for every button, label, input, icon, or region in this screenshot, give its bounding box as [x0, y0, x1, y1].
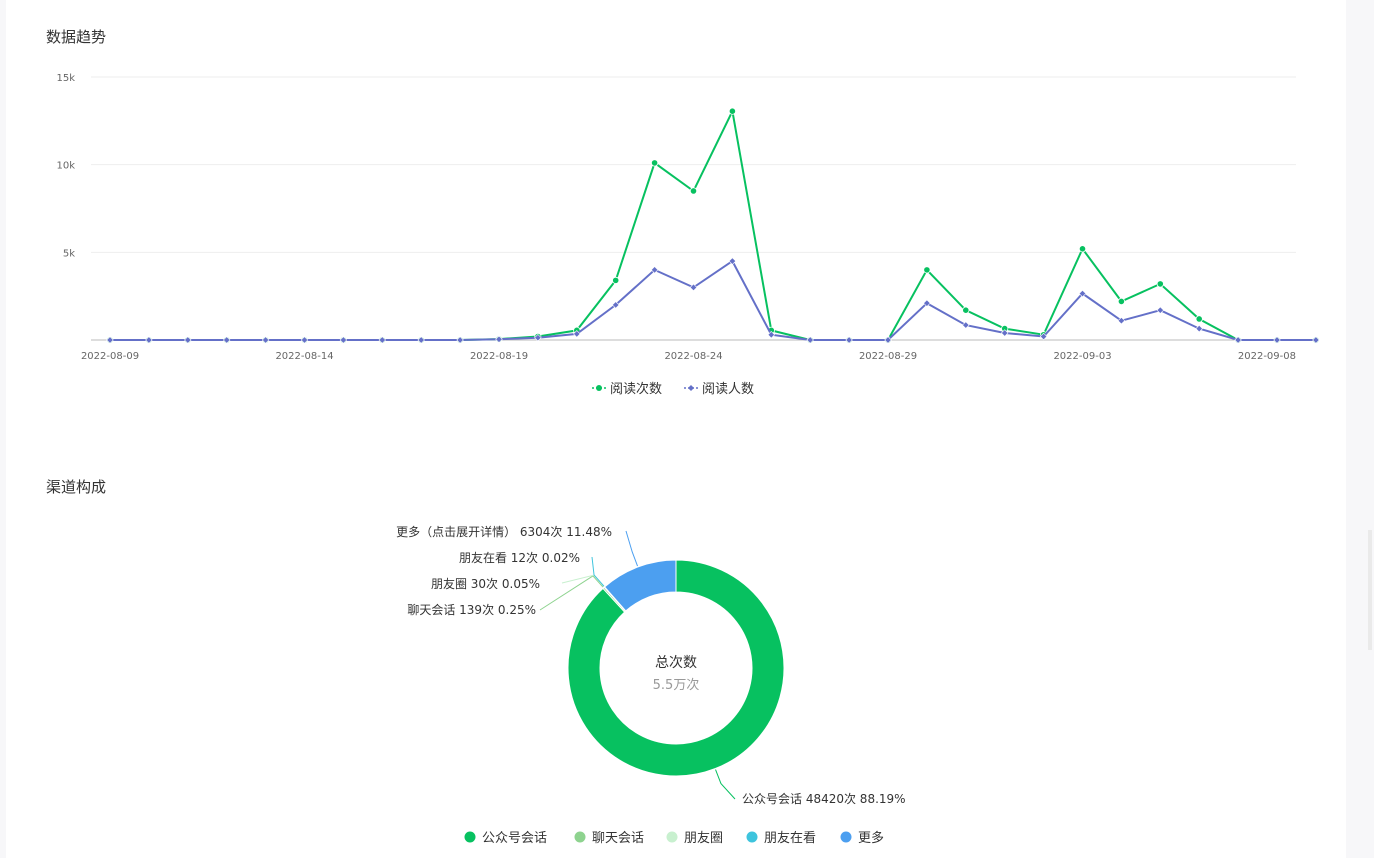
x-tick-label: 2022-08-14	[275, 351, 333, 362]
legend-marker	[464, 831, 476, 843]
x-tick-label: 2022-08-09	[81, 351, 139, 362]
x-tick-label: 2022-08-29	[859, 351, 917, 362]
slice-label: 公众号会话 48420次 88.19%	[742, 792, 906, 806]
data-point	[573, 330, 581, 338]
data-point	[611, 301, 620, 309]
leader-line	[625, 530, 638, 567]
data-point	[300, 336, 309, 344]
x-tick-label: 2022-09-03	[1053, 351, 1111, 362]
y-tick-label: 10k	[56, 161, 75, 172]
data-point	[962, 321, 970, 329]
donut-center-label: 总次数	[655, 655, 697, 671]
slice-label: 朋友圈 30次 0.05%	[431, 577, 540, 591]
leader-line	[539, 575, 604, 611]
trend-section-title: 数据趋势	[46, 28, 107, 46]
data-point	[1273, 336, 1281, 344]
y-tick-label: 15k	[56, 73, 75, 84]
slice-label: 聊天会话 139次 0.25%	[407, 603, 536, 617]
leader-line	[591, 556, 605, 587]
data-point	[184, 336, 192, 344]
legend-label: 公众号会话	[482, 831, 547, 846]
data-point	[145, 336, 153, 344]
data-point	[884, 336, 892, 344]
x-tick-label: 2022-08-24	[664, 351, 722, 362]
scrollbar[interactable]	[1368, 530, 1372, 650]
data-point	[689, 187, 698, 195]
data-point	[261, 336, 270, 344]
data-point	[1312, 336, 1320, 344]
data-point	[1156, 280, 1164, 288]
data-point	[1117, 316, 1126, 325]
data-point	[1117, 297, 1126, 306]
x-tick-label: 2022-09-08	[1238, 351, 1296, 362]
data-point	[845, 336, 853, 344]
data-point	[1195, 315, 1203, 323]
leader-line	[715, 769, 736, 800]
legend-label: 聊天会话	[592, 831, 644, 846]
donut-center-value: 5.5万次	[653, 677, 700, 693]
data-point	[923, 266, 931, 274]
legend-label: 朋友在看	[764, 830, 816, 846]
slice-label: 更多（点击展开详情） 6304次 11.48%	[396, 524, 612, 539]
data-point	[923, 299, 931, 307]
data-point	[339, 336, 348, 344]
data-point	[1039, 332, 1048, 341]
data-point	[1078, 245, 1087, 253]
legend-label: 更多	[858, 830, 884, 846]
data-point	[534, 333, 542, 342]
data-point	[417, 336, 425, 344]
data-point	[378, 336, 387, 344]
data-point	[728, 257, 737, 265]
trend-line-chart: 5k 10k 15k 2022-08-09 2022-08-14 2022-08-19 20…	[56, 73, 1320, 397]
legend-marker	[596, 385, 602, 391]
data-point	[1078, 289, 1087, 298]
donut-slice-1	[567, 559, 785, 777]
data-point	[495, 335, 503, 344]
legend-label: 阅读次数	[610, 381, 662, 397]
data-point	[650, 159, 659, 167]
data-point	[1156, 306, 1165, 314]
data-point	[689, 283, 698, 292]
data-point	[222, 336, 231, 344]
data-point	[962, 306, 970, 314]
legend-label: 阅读人数	[702, 382, 754, 397]
x-tick-label: 2022-08-19	[470, 351, 528, 362]
data-point	[106, 336, 114, 344]
donut-slice-5	[603, 559, 677, 612]
y-tick-label: 5k	[63, 248, 75, 259]
data-point	[650, 266, 659, 274]
series-line-2	[110, 259, 1316, 341]
slice-label: 朋友在看 12次 0.02%	[459, 551, 580, 565]
data-point	[1195, 324, 1203, 333]
series-line-1	[110, 107, 1316, 341]
data-point	[1234, 336, 1242, 344]
data-point	[767, 331, 776, 339]
content-panel: 数据趋势 渠道构成	[6, 0, 1346, 858]
data-point	[612, 276, 620, 284]
data-point	[1000, 329, 1009, 337]
data-point	[806, 336, 814, 344]
data-point	[456, 336, 464, 344]
legend-marker	[746, 831, 758, 843]
legend-marker	[840, 831, 852, 843]
data-point	[728, 107, 737, 115]
channel-section-title: 渠道构成	[46, 478, 107, 496]
legend-label: 朋友圈	[684, 830, 723, 846]
legend-marker	[688, 385, 694, 391]
legend-marker	[666, 831, 678, 843]
legend-marker	[574, 831, 586, 843]
